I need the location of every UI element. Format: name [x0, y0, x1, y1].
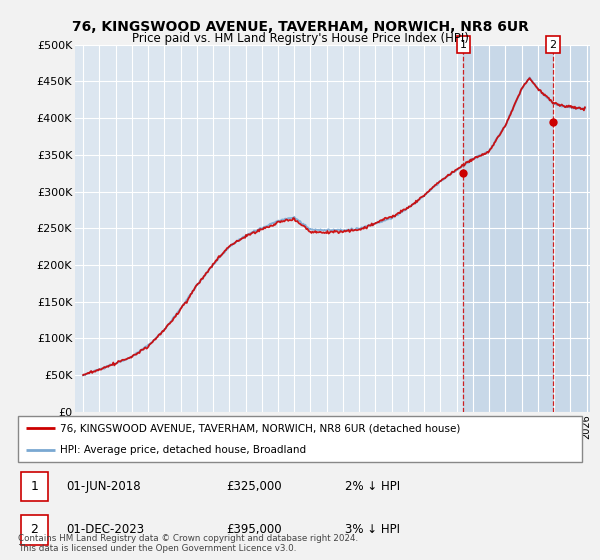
Text: 1: 1	[460, 40, 467, 50]
Text: 2% ↓ HPI: 2% ↓ HPI	[345, 480, 400, 493]
Text: 3% ↓ HPI: 3% ↓ HPI	[345, 524, 400, 536]
Text: 01-DEC-2023: 01-DEC-2023	[66, 524, 144, 536]
Text: Contains HM Land Registry data © Crown copyright and database right 2024.
This d: Contains HM Land Registry data © Crown c…	[18, 534, 358, 553]
Text: 76, KINGSWOOD AVENUE, TAVERHAM, NORWICH, NR8 6UR: 76, KINGSWOOD AVENUE, TAVERHAM, NORWICH,…	[71, 20, 529, 34]
Bar	[463, 45, 590, 412]
Text: 01-JUN-2018: 01-JUN-2018	[66, 480, 140, 493]
Text: HPI: Average price, detached house, Broadland: HPI: Average price, detached house, Broa…	[60, 445, 307, 455]
Text: 1: 1	[31, 480, 38, 493]
FancyBboxPatch shape	[21, 515, 48, 544]
Text: Price paid vs. HM Land Registry's House Price Index (HPI): Price paid vs. HM Land Registry's House …	[131, 32, 469, 45]
Text: 76, KINGSWOOD AVENUE, TAVERHAM, NORWICH, NR8 6UR (detached house): 76, KINGSWOOD AVENUE, TAVERHAM, NORWICH,…	[60, 423, 461, 433]
FancyBboxPatch shape	[21, 472, 48, 501]
Text: 2: 2	[549, 40, 556, 50]
Text: 2: 2	[31, 524, 38, 536]
Text: £325,000: £325,000	[227, 480, 283, 493]
FancyBboxPatch shape	[18, 416, 582, 462]
Text: £395,000: £395,000	[227, 524, 283, 536]
